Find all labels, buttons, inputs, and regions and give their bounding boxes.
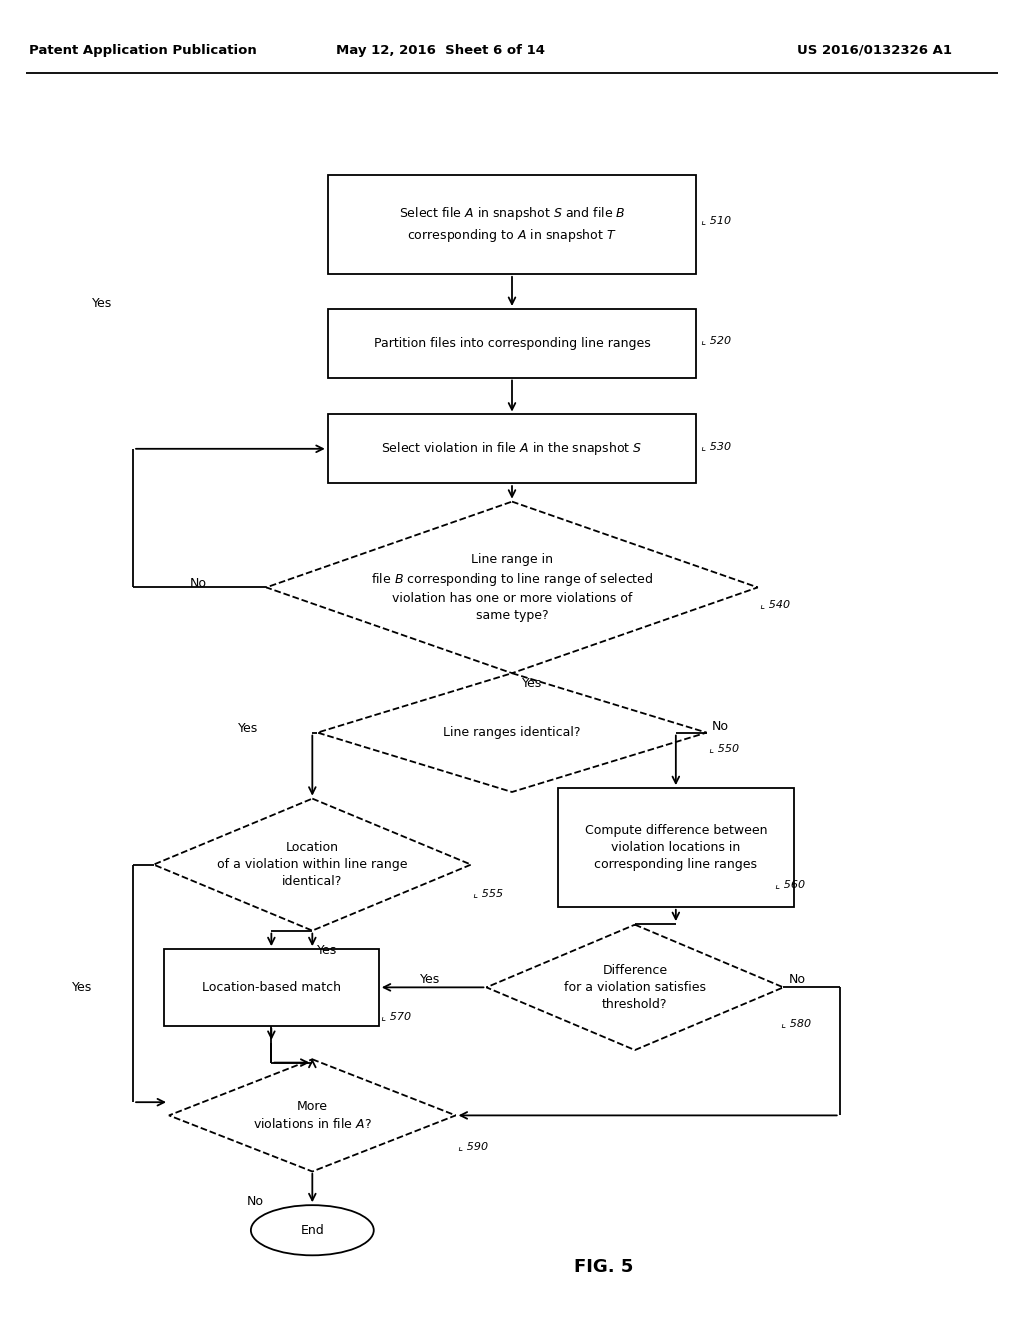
Text: Compute difference between
violation locations in
corresponding line ranges: Compute difference between violation loc… — [585, 824, 767, 871]
Text: ⌞ 590: ⌞ 590 — [458, 1140, 487, 1151]
Bar — [558, 788, 794, 907]
Text: Select file $A$ in snapshot $S$ and file $B$
corresponding to $A$ in snapshot $T: Select file $A$ in snapshot $S$ and file… — [398, 205, 626, 244]
Text: ⌞ 550: ⌞ 550 — [709, 743, 738, 754]
Text: ⌞ 555: ⌞ 555 — [473, 888, 503, 899]
Text: May 12, 2016  Sheet 6 of 14: May 12, 2016 Sheet 6 of 14 — [336, 44, 545, 57]
Text: ⌞ 540: ⌞ 540 — [760, 599, 790, 610]
Text: Difference
for a violation satisfies
threshold?: Difference for a violation satisfies thr… — [564, 964, 706, 1011]
Text: ⌞ 530: ⌞ 530 — [701, 441, 731, 451]
Text: No: No — [712, 719, 729, 733]
Text: Yes: Yes — [420, 973, 440, 986]
Text: ⌞ 560: ⌞ 560 — [775, 879, 805, 890]
Text: No: No — [247, 1195, 264, 1208]
Text: ⌞ 580: ⌞ 580 — [781, 1018, 811, 1028]
Polygon shape — [266, 502, 758, 673]
Text: Yes: Yes — [317, 944, 338, 957]
Text: More
violations in file $A$?: More violations in file $A$? — [253, 1100, 372, 1131]
Text: Patent Application Publication: Patent Application Publication — [29, 44, 256, 57]
Text: Line ranges identical?: Line ranges identical? — [443, 726, 581, 739]
Bar — [328, 414, 696, 483]
Text: FIG. 5: FIG. 5 — [574, 1258, 634, 1276]
Polygon shape — [486, 924, 783, 1051]
Text: End: End — [300, 1224, 325, 1237]
Text: No: No — [788, 973, 806, 986]
Text: No: No — [189, 577, 207, 590]
Text: Line range in
file $B$ corresponding to line range of selected
violation has one: Line range in file $B$ corresponding to … — [371, 553, 653, 622]
Text: Yes: Yes — [72, 981, 92, 994]
Polygon shape — [169, 1059, 456, 1172]
Text: Location
of a violation within line range
identical?: Location of a violation within line rang… — [217, 841, 408, 888]
Text: ⌞ 510: ⌞ 510 — [701, 215, 731, 226]
Bar — [328, 309, 696, 378]
Polygon shape — [317, 673, 707, 792]
Bar — [164, 949, 379, 1026]
Text: Yes: Yes — [92, 297, 113, 310]
Text: Select violation in file $A$ in the snapshot $S$: Select violation in file $A$ in the snap… — [381, 441, 643, 457]
Text: ⌞ 570: ⌞ 570 — [381, 1011, 411, 1022]
Polygon shape — [154, 799, 471, 931]
Text: Yes: Yes — [238, 722, 258, 735]
Text: US 2016/0132326 A1: US 2016/0132326 A1 — [798, 44, 952, 57]
Text: Partition files into corresponding line ranges: Partition files into corresponding line … — [374, 337, 650, 350]
Text: Yes: Yes — [522, 677, 543, 690]
Bar — [328, 176, 696, 275]
Text: Location-based match: Location-based match — [202, 981, 341, 994]
Text: ⌞ 520: ⌞ 520 — [701, 335, 731, 346]
Ellipse shape — [251, 1205, 374, 1255]
